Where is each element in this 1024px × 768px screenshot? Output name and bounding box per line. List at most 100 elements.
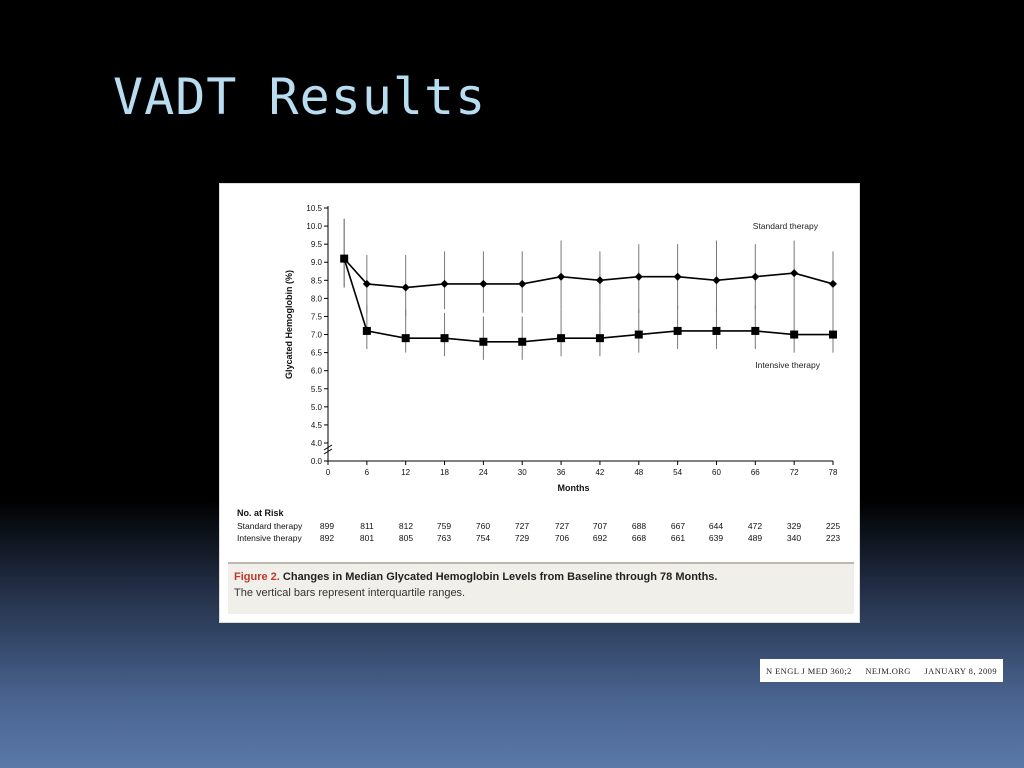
risk-table-title: No. at Risk xyxy=(237,508,285,518)
x-tick-label: 12 xyxy=(401,468,410,477)
x-tick-label: 66 xyxy=(751,468,760,477)
risk-table-cell: 899 xyxy=(320,521,334,531)
caption-note: The vertical bars represent interquartil… xyxy=(234,587,466,599)
y-tick-label: 0.0 xyxy=(311,457,323,466)
standard-therapy-line xyxy=(343,258,834,289)
caption-label: Figure 2. xyxy=(234,571,280,583)
intensive-therapy-point xyxy=(340,254,349,263)
standard-therapy-point xyxy=(518,279,527,288)
risk-table-cell: 688 xyxy=(632,521,646,531)
legend-intensive-therapy: Intensive therapy xyxy=(755,360,820,370)
y-tick-label: 4.5 xyxy=(311,421,323,430)
y-tick-label: 8.0 xyxy=(311,294,323,303)
intensive-therapy-point xyxy=(595,334,604,343)
risk-table-cell: 644 xyxy=(709,521,723,531)
standard-therapy-point xyxy=(440,279,449,288)
risk-table-cell: 667 xyxy=(671,521,685,531)
y-tick-label: 7.5 xyxy=(311,312,323,321)
risk-table-cell: 223 xyxy=(826,533,840,543)
figure-caption: Figure 2. Changes in Median Glycated Hem… xyxy=(228,562,854,614)
intensive-therapy-point xyxy=(440,334,449,343)
x-tick-label: 24 xyxy=(479,468,488,477)
x-tick-label: 36 xyxy=(557,468,566,477)
risk-table-cell: 801 xyxy=(360,533,374,543)
journal-citation: N ENGL J MED 360;2 NEJM.ORG JANUARY 8, 2… xyxy=(760,659,1003,682)
slide-title: VADT Results xyxy=(113,68,487,126)
risk-table-cell: 225 xyxy=(826,521,840,531)
y-tick-label: 9.5 xyxy=(311,240,323,249)
risk-table-cell: 811 xyxy=(360,521,374,531)
y-tick-label: 5.0 xyxy=(311,403,323,412)
y-tick-label: 10.0 xyxy=(306,222,322,231)
y-tick-label: 6.0 xyxy=(311,367,323,376)
intensive-therapy-point xyxy=(479,337,488,346)
y-tick-label: 8.5 xyxy=(311,276,323,285)
risk-table-cell: 692 xyxy=(593,533,607,543)
hba1c-line-chart: 0.0 4.0 4.5 5.0 5.5 6.0 6.5 7.0 7.5 8.0 8.5 9.0 9.5 1… xyxy=(237,204,840,543)
risk-table-cell: 706 xyxy=(555,533,569,543)
x-tick-label: 60 xyxy=(712,468,721,477)
intensive-therapy-point xyxy=(634,330,643,339)
standard-therapy-point xyxy=(595,276,604,285)
risk-table-cell: 892 xyxy=(320,533,334,543)
risk-table-cell: 489 xyxy=(748,533,762,543)
risk-table-cell: 805 xyxy=(399,533,413,543)
standard-therapy-point xyxy=(673,272,682,281)
risk-table-cell: 759 xyxy=(437,521,451,531)
intensive-therapy-point xyxy=(790,330,799,339)
x-tick-label: 54 xyxy=(673,468,682,477)
intensive-therapy-point xyxy=(751,326,760,335)
caption-title-line: Figure 2. Changes in Median Glycated Hem… xyxy=(234,571,848,583)
intensive-therapy-point xyxy=(673,326,682,335)
caption-title: Changes in Median Glycated Hemoglobin Le… xyxy=(282,571,718,583)
citation-date: JANUARY 8, 2009 xyxy=(924,665,997,676)
risk-table-cell: 727 xyxy=(555,521,569,531)
citation-journal: N ENGL J MED 360;2 xyxy=(766,665,852,676)
y-tick-label: 9.0 xyxy=(311,258,323,267)
standard-therapy-point xyxy=(712,276,721,285)
x-tick-label: 6 xyxy=(365,468,370,477)
standard-therapy-point xyxy=(634,272,643,281)
x-tick-label: 18 xyxy=(440,468,449,477)
x-tick-label: 48 xyxy=(634,468,643,477)
intensive-therapy-point xyxy=(829,330,837,339)
intensive-therapy-point xyxy=(362,326,371,335)
risk-table-cell: 763 xyxy=(437,533,451,543)
standard-therapy-point xyxy=(790,269,799,278)
figure-panel: 0.0 4.0 4.5 5.0 5.5 6.0 6.5 7.0 7.5 8.0 8.5 9.0 9.5 1… xyxy=(219,183,860,623)
risk-table-cell: 812 xyxy=(399,521,413,531)
x-tick-label: 78 xyxy=(829,468,838,477)
x-tick-label: 30 xyxy=(518,468,527,477)
x-tick-label: 72 xyxy=(790,468,799,477)
risk-table-cell: 639 xyxy=(709,533,723,543)
intensive-therapy-point xyxy=(401,334,410,343)
y-axis-break-mark xyxy=(323,448,333,455)
risk-table-cell: 729 xyxy=(515,533,529,543)
intensive-therapy-line xyxy=(343,258,833,343)
risk-table-cell: 754 xyxy=(476,533,490,543)
risk-table-cell: 340 xyxy=(787,533,801,543)
risk-table-cell: 727 xyxy=(515,521,529,531)
citation-site: NEJM.ORG xyxy=(865,665,911,676)
risk-table-cell: 472 xyxy=(748,521,762,531)
y-tick-label: 5.5 xyxy=(311,385,323,394)
risk-row-label: Standard therapy xyxy=(237,521,303,531)
standard-therapy-point xyxy=(557,272,566,281)
risk-table-cell: 668 xyxy=(632,533,646,543)
standard-therapy-point xyxy=(401,283,410,292)
y-tick-label: 10.5 xyxy=(306,204,322,213)
x-tick-label: 0 xyxy=(326,468,331,477)
y-tick-label: 4.0 xyxy=(311,439,323,448)
intensive-therapy-point xyxy=(518,337,527,346)
risk-table-cell: 661 xyxy=(671,533,685,543)
intensive-therapy-point xyxy=(712,326,721,335)
y-axis-label: Glycated Hemoglobin (%) xyxy=(284,270,294,379)
legend-standard-therapy: Standard therapy xyxy=(753,221,819,231)
standard-therapy-point xyxy=(829,279,837,288)
risk-table-cell: 329 xyxy=(787,521,801,531)
standard-therapy-point xyxy=(362,279,371,288)
y-axis-break-mark xyxy=(323,444,333,451)
risk-table-cell: 760 xyxy=(476,521,490,531)
risk-table-cell: 707 xyxy=(593,521,607,531)
risk-row-label: Intensive therapy xyxy=(237,533,302,543)
